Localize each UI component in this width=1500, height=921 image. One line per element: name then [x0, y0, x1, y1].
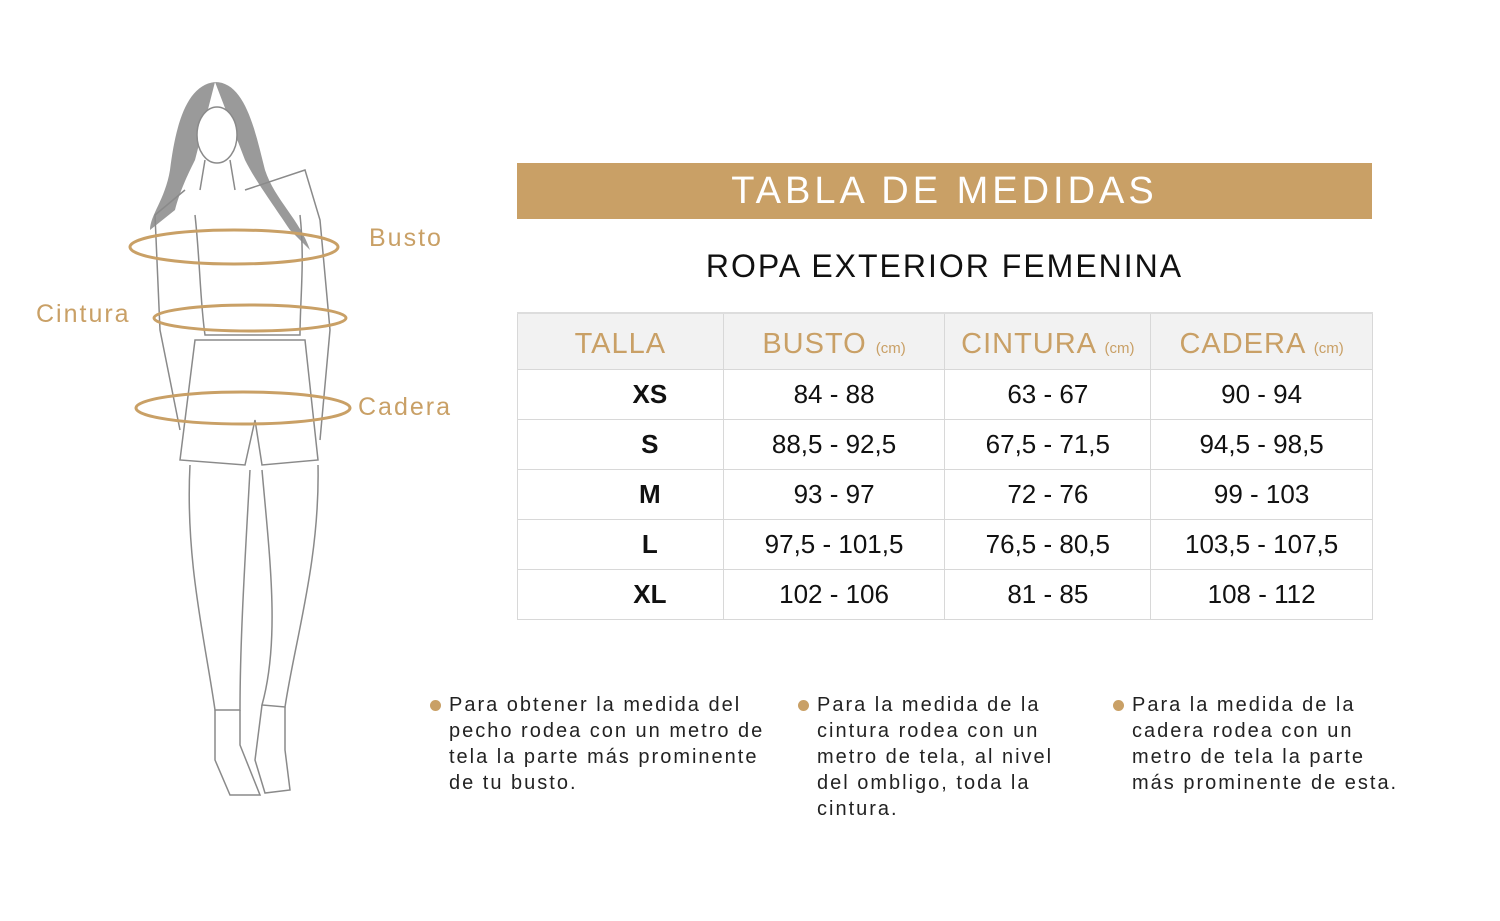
- bust-cell: 102 - 106: [722, 569, 946, 620]
- page-subtitle: ROPA EXTERIOR FEMENINA: [705, 248, 1184, 284]
- waist-cell: 76,5 - 80,5: [944, 519, 1152, 570]
- hip-measure-ring: [134, 390, 352, 426]
- table-header-row: TALLA BUSTO (cm) CINTURA (cm) CADERA (cm…: [517, 312, 1373, 370]
- note-busto: Para obtener la medida del pecho rodea c…: [430, 692, 789, 796]
- header-busto: BUSTO (cm): [722, 312, 946, 370]
- size-cell: M: [517, 469, 724, 520]
- header-cadera: CADERA (cm): [1150, 312, 1373, 370]
- hip-cell: 90 - 94: [1150, 369, 1373, 420]
- table-row: XS 84 - 88 63 - 67 90 - 94: [517, 369, 1373, 420]
- page-title: TABLA DE MEDIDAS: [517, 163, 1372, 219]
- table-row: L 97,5 - 101,5 76,5 - 80,5 103,5 - 107,5: [517, 519, 1373, 570]
- bust-cell: 84 - 88: [722, 369, 946, 420]
- size-cell: S: [517, 419, 724, 470]
- waist-cell: 81 - 85: [944, 569, 1152, 620]
- bust-label: Busto: [369, 224, 443, 252]
- note-cintura: Para la medida de la cintura rodea con u…: [798, 692, 1092, 822]
- hip-label: Cadera: [358, 393, 452, 421]
- note-cadera: Para la medida de la cadera rodea con un…: [1113, 692, 1407, 796]
- bullet-icon: [1113, 700, 1124, 711]
- table-row: XL 102 - 106 81 - 85 108 - 112: [517, 569, 1373, 620]
- bust-cell: 88,5 - 92,5: [722, 419, 946, 470]
- hip-cell: 103,5 - 107,5: [1150, 519, 1373, 570]
- woman-figure-illustration: [128, 82, 352, 796]
- table-row: S 88,5 - 92,5 67,5 - 71,5 94,5 - 98,5: [517, 419, 1373, 470]
- bullet-icon: [798, 700, 809, 711]
- waist-label: Cintura: [36, 300, 131, 328]
- bust-cell: 93 - 97: [722, 469, 946, 520]
- header-cintura: CINTURA (cm): [944, 312, 1152, 370]
- waist-cell: 63 - 67: [944, 369, 1152, 420]
- size-cell: L: [517, 519, 724, 570]
- waist-measure-ring: [152, 303, 348, 333]
- bust-cell: 97,5 - 101,5: [722, 519, 946, 570]
- size-cell: XL: [517, 569, 724, 620]
- bullet-icon: [430, 700, 441, 711]
- waist-cell: 67,5 - 71,5: [944, 419, 1152, 470]
- hip-cell: 94,5 - 98,5: [1150, 419, 1373, 470]
- table-row: M 93 - 97 72 - 76 99 - 103: [517, 469, 1373, 520]
- size-cell: XS: [517, 369, 724, 420]
- waist-cell: 72 - 76: [944, 469, 1152, 520]
- header-talla: TALLA: [517, 312, 724, 370]
- hip-cell: 99 - 103: [1150, 469, 1373, 520]
- size-table: TALLA BUSTO (cm) CINTURA (cm) CADERA (cm…: [517, 312, 1373, 620]
- bust-measure-ring: [128, 228, 340, 266]
- hip-cell: 108 - 112: [1150, 569, 1373, 620]
